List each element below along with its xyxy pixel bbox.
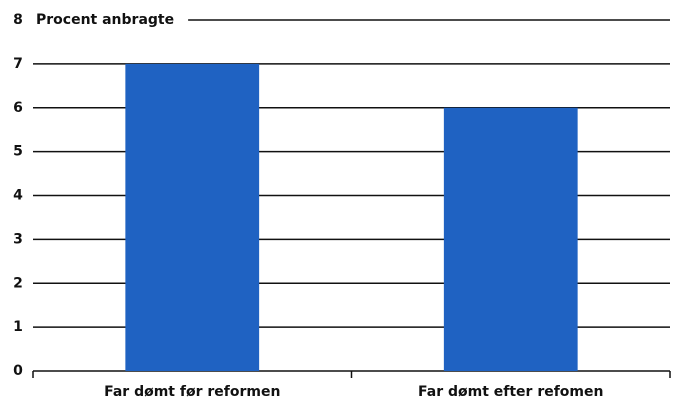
y-tick-label: 8 bbox=[13, 12, 23, 28]
y-tick-label: 7 bbox=[13, 56, 23, 72]
bar bbox=[125, 63, 260, 371]
y-tick-label: 4 bbox=[13, 188, 23, 204]
y-tick-label: 3 bbox=[13, 231, 23, 247]
x-tick-label: Far dømt før reformen bbox=[104, 384, 280, 400]
y-tick-label: 2 bbox=[13, 275, 23, 291]
y-tick-label: 6 bbox=[13, 100, 23, 116]
y-tick-label: 1 bbox=[13, 319, 23, 335]
bar bbox=[443, 107, 578, 371]
y-tick-label: 5 bbox=[13, 144, 23, 160]
y-tick-label: 0 bbox=[13, 363, 23, 379]
x-tick-label: Far dømt efter refomen bbox=[418, 384, 603, 400]
y-axis-label: Procent anbragte bbox=[36, 12, 174, 28]
